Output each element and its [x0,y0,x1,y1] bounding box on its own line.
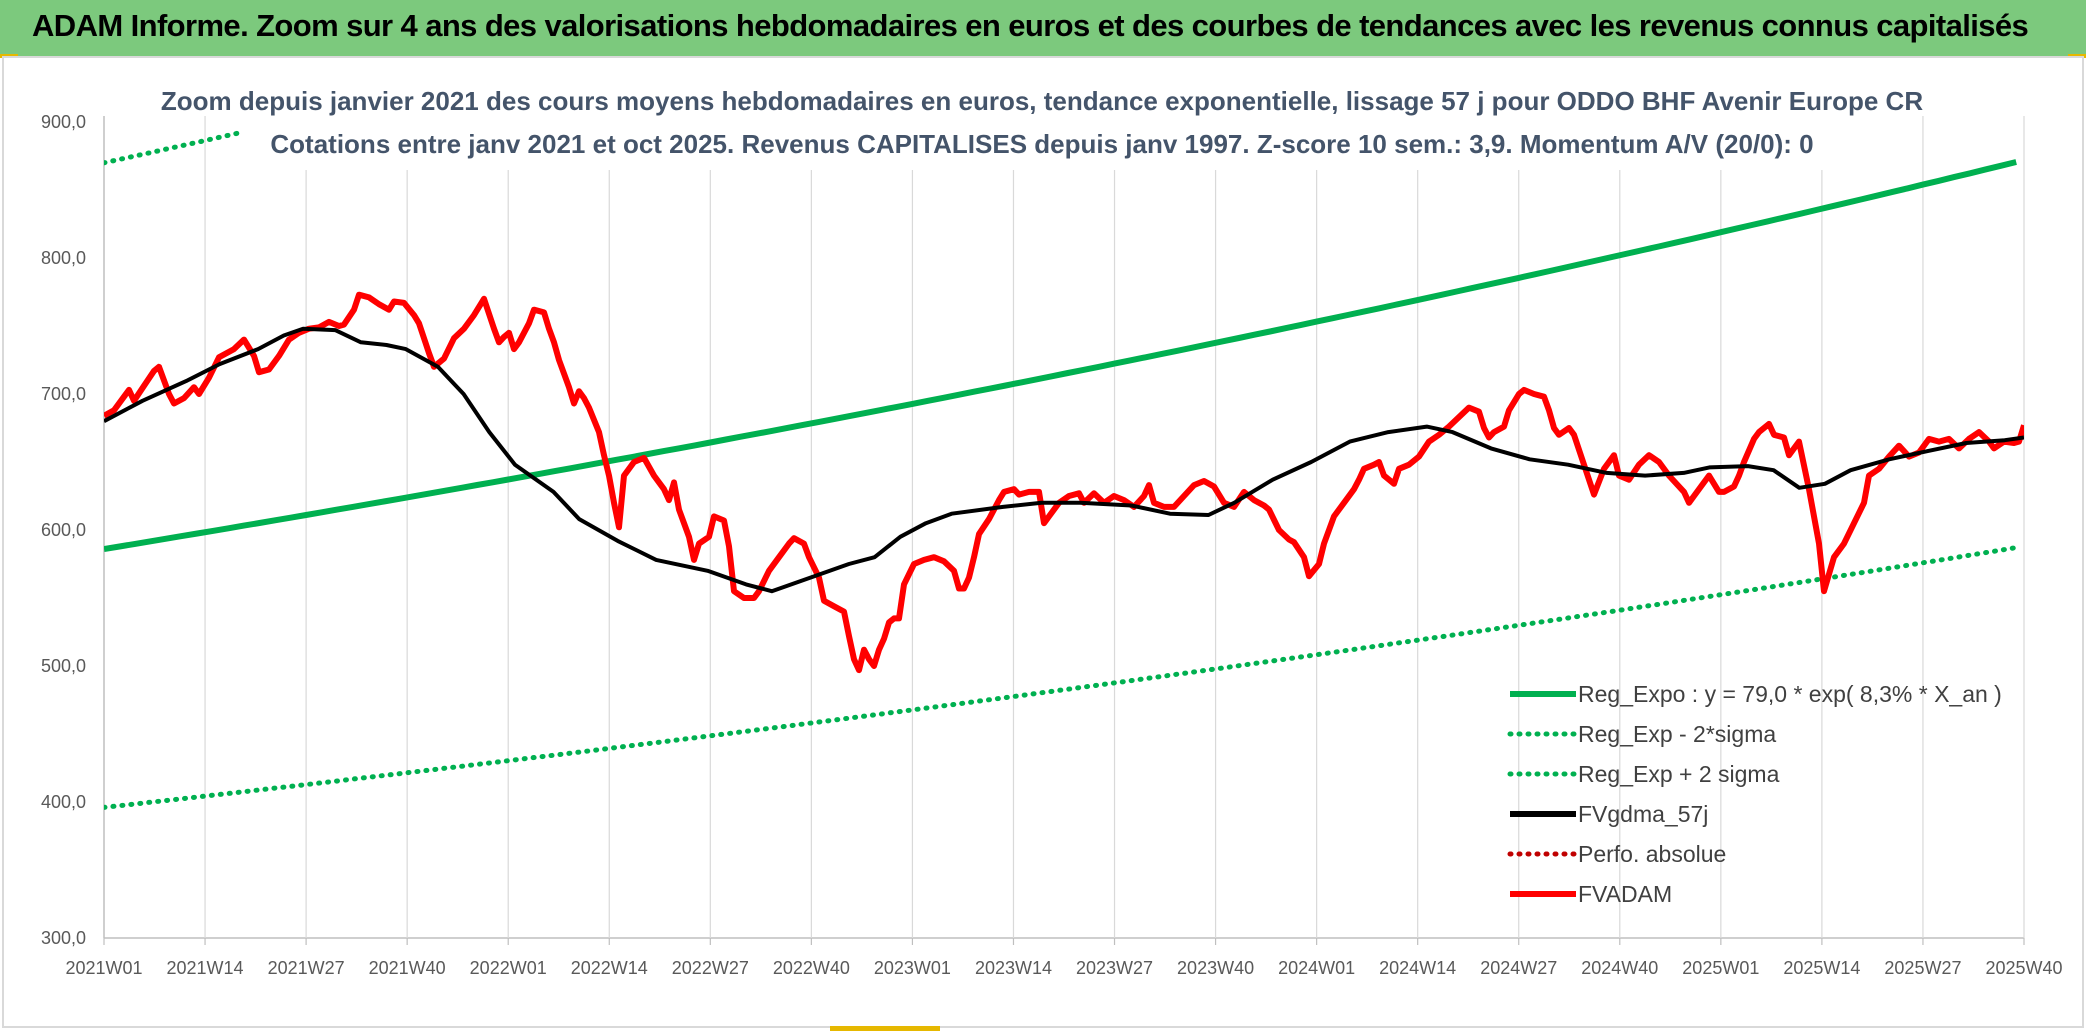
legend-label: Reg_Exp + 2 sigma [1578,761,1780,787]
x-tick-label: 2024W01 [1278,958,1355,978]
chart-series [104,112,2024,810]
legend-label: Perfo. absolue [1578,841,1726,867]
x-tick-label: 2023W14 [975,958,1052,978]
reg-exp-minus-2sigma-line [104,545,2019,810]
x-tick-label: 2021W27 [268,958,345,978]
chart-gridlines [103,116,2025,945]
x-tick-label: 2022W14 [571,958,648,978]
x-tick-label: 2024W40 [1581,958,1658,978]
x-tick-label: 2021W14 [167,958,244,978]
legend-label: FVADAM [1578,881,1672,907]
legend-label: FVgdma_57j [1578,801,1708,827]
report-banner: ADAM Informe. Zoom sur 4 ans des valoris… [0,0,2086,57]
y-tick-label: 600,0 [41,520,86,540]
x-tick-label: 2025W14 [1783,958,1860,978]
x-axis-ticks: 2021W01 2021W14 2021W27 2021W40 2022W01 2022W… [65,958,2062,978]
x-tick-label: 2025W27 [1884,958,1961,978]
fvgdma-57j-line [104,326,2024,594]
y-tick-label: 400,0 [41,792,86,812]
x-tick-label: 2023W40 [1177,958,1254,978]
x-tick-label: 2022W40 [773,958,850,978]
y-tick-label: 900,0 [41,112,86,132]
legend-label: Reg_Expo : y = 79,0 * exp( 8,3% * X_an ) [1578,681,2002,707]
y-axis-ticks: 300,0 400,0 500,0 600,0 700,0 800,0 900,0 [41,112,86,948]
y-tick-label: 800,0 [41,248,86,268]
y-tick-label: 700,0 [41,384,86,404]
chart-title-line1: Zoom depuis janvier 2021 des cours moyen… [161,86,1923,116]
x-tick-label: 2024W14 [1379,958,1456,978]
title-background [240,80,1840,170]
x-tick-label: 2022W01 [470,958,547,978]
chart-frame [2,56,2084,1028]
y-tick-label: 500,0 [41,656,86,676]
x-tick-label: 2022W27 [672,958,749,978]
reg-expo-line [104,159,2017,552]
fvadam-line [104,291,2024,674]
y-tick-label: 300,0 [41,928,86,948]
report-title: ADAM Informe. Zoom sur 4 ans des valoris… [32,8,2029,43]
chart-legend: Reg_Expo : y = 79,0 * exp( 8,3% * X_an )… [1507,681,2002,907]
legend-label: Reg_Exp - 2*sigma [1578,721,1776,747]
x-tick-label: 2021W01 [65,958,142,978]
chart-title-line2: Cotations entre janv 2021 et oct 2025. R… [270,129,1813,159]
chart-titles: Zoom depuis janvier 2021 des cours moyen… [161,80,1923,170]
x-tick-label: 2025W40 [1985,958,2062,978]
x-tick-label: 2024W27 [1480,958,1557,978]
x-tick-label: 2025W01 [1682,958,1759,978]
x-tick-label: 2021W40 [369,958,446,978]
x-tick-label: 2023W01 [874,958,951,978]
x-tick-label: 2023W27 [1076,958,1153,978]
accent-mark-bottom [830,1026,940,1031]
